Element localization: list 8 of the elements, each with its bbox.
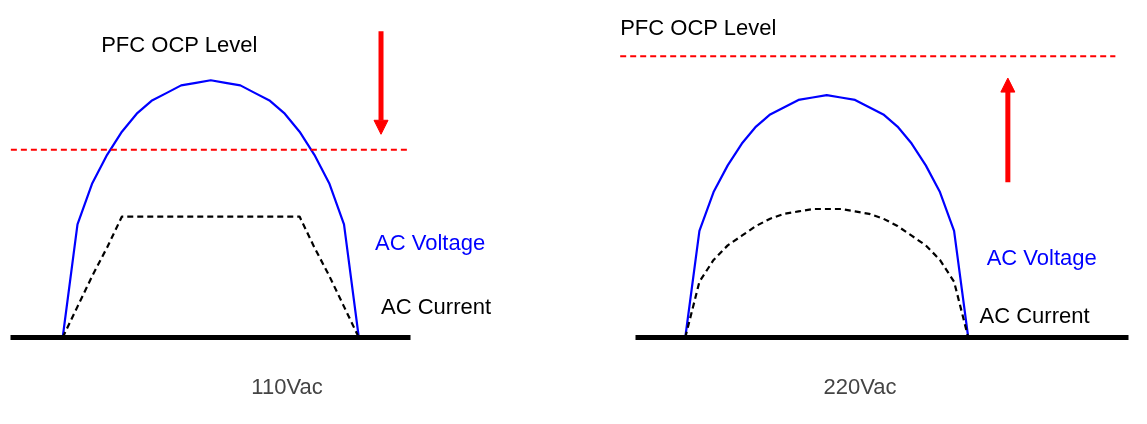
series-label: AC Current bbox=[381, 294, 492, 320]
series-label: AC Current bbox=[979, 303, 1090, 329]
text: PFC OCP Level bbox=[101, 31, 258, 57]
x-axis-title: 220Vac bbox=[823, 373, 897, 399]
x-axis-title: 110Vac bbox=[251, 373, 323, 399]
series-label: AC Voltage bbox=[986, 244, 1097, 270]
text: PFC OCP Level bbox=[620, 14, 777, 40]
series-label: AC Voltage bbox=[375, 229, 486, 255]
